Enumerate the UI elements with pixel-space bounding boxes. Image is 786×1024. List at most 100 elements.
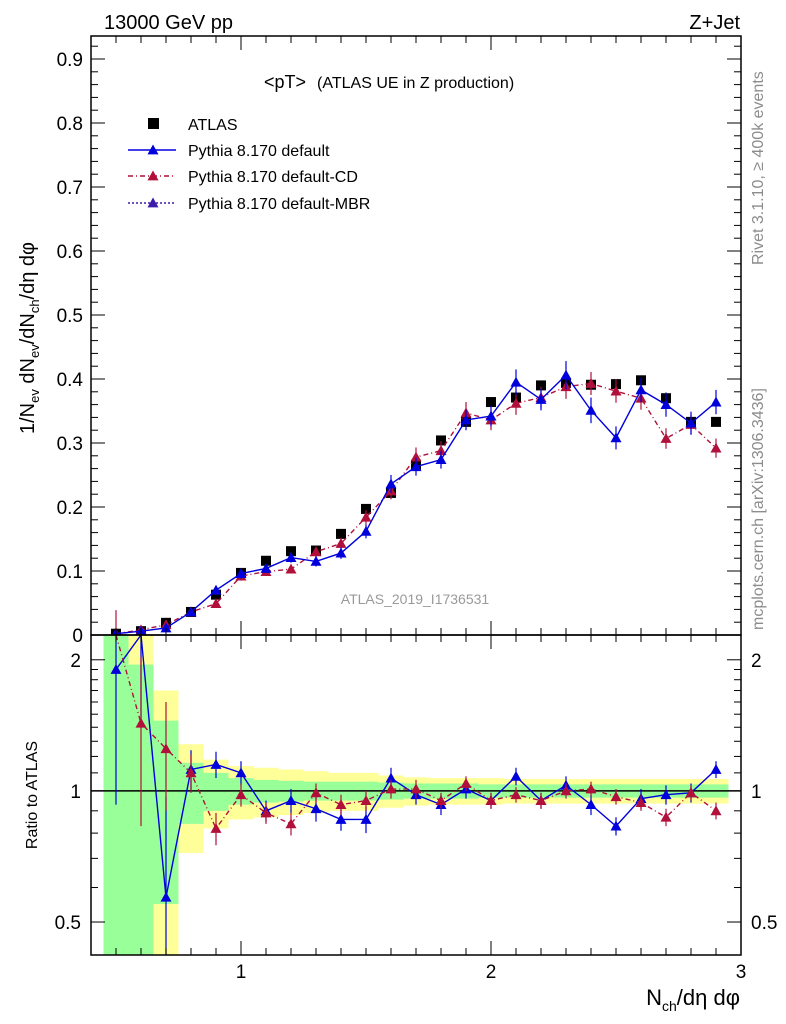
data-point (160, 622, 172, 633)
data-point (310, 803, 322, 814)
data-point (585, 377, 597, 388)
plot-title-main: <pT> (264, 72, 306, 92)
ratio-ylabel: Ratio to ATLAS (24, 741, 41, 849)
data-point (310, 546, 322, 557)
data-point (160, 743, 172, 754)
data-point (235, 568, 247, 578)
data-point (360, 511, 372, 522)
data-point (510, 397, 522, 408)
data-point (210, 822, 222, 833)
data-point (610, 432, 622, 443)
data-point (147, 144, 159, 155)
legend-label: Pythia 8.170 default-CD (188, 169, 358, 186)
data-point (285, 563, 297, 574)
y-tick-label: 0.4 (57, 370, 84, 391)
legend-label: Pythia 8.170 default-MBR (188, 196, 370, 213)
data-point (635, 797, 647, 808)
data-point (235, 767, 247, 778)
data-point (310, 555, 322, 566)
ratio-y-tick-label: 0.5 (55, 913, 81, 934)
data-point (585, 404, 597, 415)
data-point (335, 799, 347, 810)
data-point (585, 799, 597, 810)
data-point (560, 785, 572, 796)
y-tick-label: 0.1 (57, 562, 83, 583)
data-point (360, 813, 372, 824)
plot-title: <pT> (ATLAS UE in Z production) (264, 72, 514, 92)
data-point (685, 787, 697, 798)
data-point (260, 807, 272, 818)
data-point (285, 552, 297, 562)
data-point (435, 454, 447, 465)
data-point (510, 376, 522, 387)
atlas-point (436, 435, 446, 446)
data-point (285, 795, 297, 806)
ratio-y-tick-label-right: 1 (751, 782, 762, 803)
data-point (710, 805, 722, 816)
ratio-y-tick-label: 2 (70, 651, 81, 672)
data-point (385, 783, 397, 794)
main-ylabel: 1/Nev dNev/dNch/dη dφ (17, 242, 42, 434)
data-point (535, 795, 547, 806)
data-point (385, 772, 397, 783)
data-point (460, 414, 472, 425)
data-point (147, 197, 159, 208)
data-point (310, 787, 322, 798)
x-axis-label: Nch/dη dφ (646, 985, 740, 1014)
data-point (510, 789, 522, 800)
data-point (210, 598, 222, 609)
data-point (660, 811, 672, 822)
data-point (335, 813, 347, 824)
data-point (485, 410, 497, 421)
data-point (235, 789, 247, 800)
y-tick-label: 0.6 (57, 242, 83, 263)
data-point (185, 606, 197, 617)
data-point (335, 537, 347, 548)
y-tick-label: 0.9 (57, 50, 83, 71)
atlas-point (486, 397, 496, 408)
data-point (710, 763, 722, 774)
header-right: Z+Jet (689, 12, 740, 34)
main-panel-content (110, 361, 722, 639)
data-point (585, 783, 597, 794)
rivet-label: Rivet 3.1.10, ≥ 400k events (750, 71, 767, 265)
data-point (147, 170, 159, 181)
atlas-point (361, 503, 371, 514)
ratio-panel-content (91, 610, 741, 955)
y-tick-label: 0.5 (57, 306, 83, 327)
x-tick-label: 2 (486, 962, 497, 983)
data-point (210, 758, 222, 769)
data-point (410, 461, 422, 472)
data-point (335, 547, 347, 558)
data-point (360, 525, 372, 536)
data-point (385, 478, 397, 489)
y-tick-label: 0.2 (57, 498, 83, 519)
mcplots-label: mcplots.cern.ch [arXiv:1306.3436] (750, 388, 767, 630)
data-point (260, 562, 272, 573)
band-inner (203, 772, 229, 811)
data-point (435, 445, 447, 456)
data-point (635, 384, 647, 395)
header-left: 13000 GeV pp (104, 12, 233, 34)
atlas-point (711, 416, 721, 427)
data-point (410, 451, 422, 462)
data-point (560, 369, 572, 380)
y-tick-label: 0.3 (57, 434, 83, 455)
legend: ATLAS Pythia 8.170 default Pythia 8.170 de… (128, 117, 370, 213)
legend-label: Pythia 8.170 default (188, 143, 330, 160)
data-point (185, 767, 197, 778)
data-point (460, 777, 472, 788)
data-point (610, 791, 622, 802)
data-point (685, 417, 697, 428)
data-point (710, 396, 722, 407)
data-point (135, 717, 147, 728)
ratio-y-tick-label-right: 2 (751, 651, 762, 672)
legend-marker-atlas (148, 118, 159, 129)
ratio-y-tick-label-right: 0.5 (751, 913, 777, 934)
atlas-point (336, 528, 346, 539)
ratio-y-tick-label: 1 (70, 782, 81, 803)
atlas-point (536, 380, 546, 391)
x-tick-label: 1 (236, 962, 247, 983)
plot-title-sub: (ATLAS UE in Z production) (317, 75, 514, 92)
